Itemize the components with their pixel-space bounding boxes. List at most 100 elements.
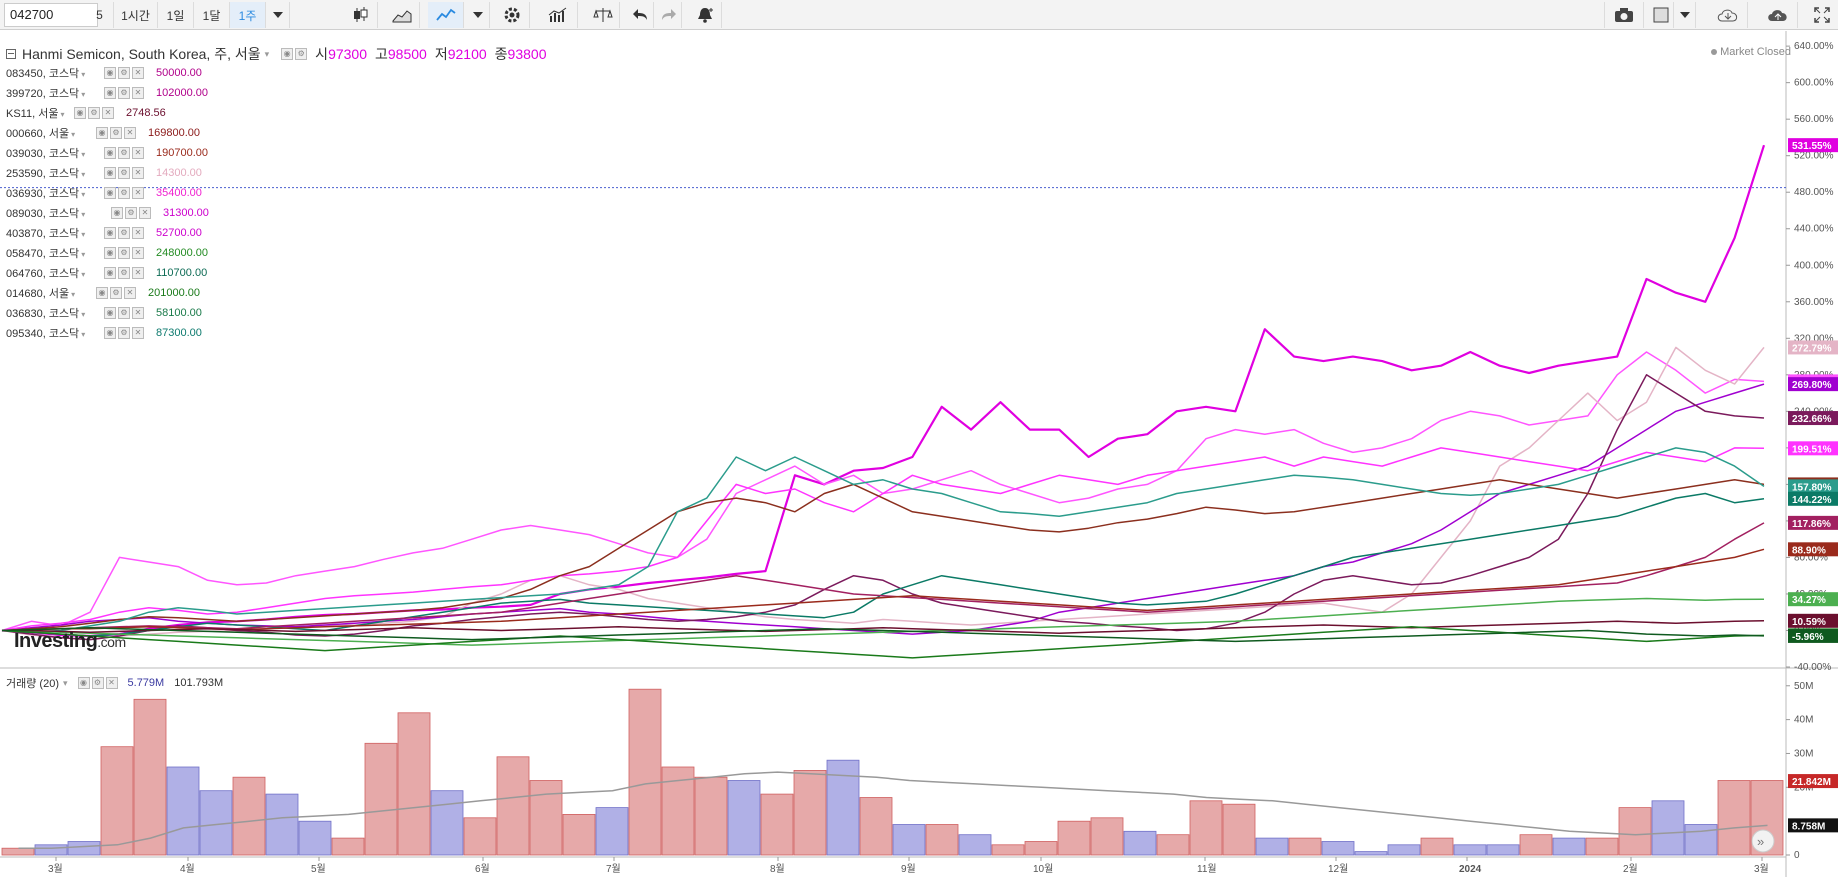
compare-legend-row[interactable]: 036830, 코스닥 ▾ ◉ ⚙ ✕ 58100.00 xyxy=(6,305,202,321)
settings-icon[interactable]: ⚙ xyxy=(118,227,130,239)
close-icon[interactable]: ✕ xyxy=(132,67,144,79)
settings-icon[interactable]: ⚙ xyxy=(91,677,104,689)
close-icon[interactable]: ✕ xyxy=(105,677,118,689)
visibility-icon[interactable]: ◉ xyxy=(96,287,108,299)
close-icon[interactable]: ✕ xyxy=(124,287,136,299)
interval-1h-button[interactable]: 1시간 xyxy=(114,2,158,28)
close-icon[interactable]: ✕ xyxy=(132,187,144,199)
settings-icon[interactable]: ⚙ xyxy=(110,127,122,139)
compare-dropdown-icon[interactable]: ▾ xyxy=(81,150,86,159)
redo-icon[interactable] xyxy=(654,2,682,28)
interval-1d-button[interactable]: 1일 xyxy=(158,2,194,28)
settings-icon[interactable]: ⚙ xyxy=(118,327,130,339)
compare-dropdown-icon[interactable]: ▾ xyxy=(71,130,76,139)
compare-dropdown-icon[interactable]: ▾ xyxy=(81,90,86,99)
compare-dropdown-icon[interactable]: ▾ xyxy=(81,170,86,179)
settings-icon[interactable]: ⚙ xyxy=(118,167,130,179)
visibility-icon[interactable]: ◉ xyxy=(104,227,116,239)
fullscreen-icon[interactable] xyxy=(1806,2,1838,28)
symbol-search-input[interactable]: 042700 xyxy=(4,3,98,27)
visibility-icon[interactable]: ◉ xyxy=(104,147,116,159)
settings-icon[interactable]: ⚙ xyxy=(110,287,122,299)
settings-icon[interactable]: ⚙ xyxy=(118,87,130,99)
compare-legend-row[interactable]: 403870, 코스닥 ▾ ◉ ⚙ ✕ 52700.00 xyxy=(6,225,202,241)
settings-icon[interactable]: ⚙ xyxy=(118,247,130,259)
compare-dropdown-icon[interactable]: ▾ xyxy=(81,190,86,199)
interval-5-button[interactable]: 5 xyxy=(86,2,114,28)
collapse-legend-icon[interactable] xyxy=(6,49,16,59)
compare-scale-icon[interactable] xyxy=(586,2,620,28)
cloud-download-icon[interactable] xyxy=(1708,2,1748,28)
compare-dropdown-icon[interactable]: ▾ xyxy=(81,250,86,259)
close-icon[interactable]: ✕ xyxy=(132,167,144,179)
layout-dropdown-icon[interactable] xyxy=(1674,2,1696,28)
visibility-icon[interactable]: ◉ xyxy=(104,67,116,79)
settings-icon[interactable]: ⚙ xyxy=(295,48,308,60)
area-chart-icon[interactable] xyxy=(384,2,420,28)
camera-icon[interactable] xyxy=(1604,2,1644,28)
interval-1m-button[interactable]: 1달 xyxy=(194,2,230,28)
visibility-icon[interactable]: ◉ xyxy=(96,127,108,139)
compare-legend-row[interactable]: 058470, 코스닥 ▾ ◉ ⚙ ✕ 248000.00 xyxy=(6,245,208,261)
line-chart-icon[interactable] xyxy=(428,2,464,28)
indicators-icon[interactable] xyxy=(538,2,578,28)
main-series-dropdown-icon[interactable]: ▾ xyxy=(264,48,270,59)
compare-legend-row[interactable]: 089030, 코스닥 ▾ ◉ ⚙ ✕ 31300.00 xyxy=(6,205,209,221)
compare-dropdown-icon[interactable]: ▾ xyxy=(60,110,65,119)
interval-1w-button[interactable]: 1주 xyxy=(230,2,266,28)
candlestick-icon[interactable] xyxy=(342,2,378,28)
close-icon[interactable]: ✕ xyxy=(132,307,144,319)
compare-dropdown-icon[interactable]: ▾ xyxy=(81,330,86,339)
settings-icon[interactable]: ⚙ xyxy=(118,267,130,279)
compare-legend-row[interactable]: 064760, 코스닥 ▾ ◉ ⚙ ✕ 110700.00 xyxy=(6,265,207,281)
compare-legend-row[interactable]: 253590, 코스닥 ▾ ◉ ⚙ ✕ 14300.00 xyxy=(6,165,202,181)
close-icon[interactable]: ✕ xyxy=(132,87,144,99)
visibility-icon[interactable]: ◉ xyxy=(77,677,90,689)
compare-legend-row[interactable]: 083450, 코스닥 ▾ ◉ ⚙ ✕ 50000.00 xyxy=(6,65,202,81)
alert-bell-icon[interactable] xyxy=(688,2,722,28)
layout-square-icon[interactable] xyxy=(1648,2,1674,28)
visibility-icon[interactable]: ◉ xyxy=(104,327,116,339)
visibility-icon[interactable]: ◉ xyxy=(104,167,116,179)
compare-legend-row[interactable]: 039030, 코스닥 ▾ ◉ ⚙ ✕ 190700.00 xyxy=(6,145,208,161)
visibility-icon[interactable]: ◉ xyxy=(104,87,116,99)
chart-area[interactable]: 640.00% 600.00% 560.00% 520.00% 480.00% 440.0… xyxy=(0,31,1838,878)
settings-icon[interactable]: ⚙ xyxy=(118,67,130,79)
compare-dropdown-icon[interactable]: ▾ xyxy=(81,70,86,79)
settings-icon[interactable]: ⚙ xyxy=(118,307,130,319)
close-icon[interactable]: ✕ xyxy=(132,247,144,259)
visibility-icon[interactable]: ◉ xyxy=(104,267,116,279)
chart-type-dropdown-icon[interactable] xyxy=(466,2,490,28)
visibility-icon[interactable]: ◉ xyxy=(104,247,116,259)
settings-icon[interactable]: ⚙ xyxy=(118,147,130,159)
visibility-icon[interactable]: ◉ xyxy=(111,207,123,219)
visibility-icon[interactable]: ◉ xyxy=(104,187,116,199)
visibility-icon[interactable]: ◉ xyxy=(281,48,294,60)
compare-legend-row[interactable]: 014680, 서울 ▾ ◉ ⚙ ✕ 201000.00 xyxy=(6,285,200,301)
settings-icon[interactable]: ⚙ xyxy=(125,207,137,219)
settings-icon[interactable]: ⚙ xyxy=(118,187,130,199)
cloud-upload-icon[interactable] xyxy=(1758,2,1798,28)
compare-dropdown-icon[interactable]: ▾ xyxy=(81,210,86,219)
visibility-icon[interactable]: ◉ xyxy=(104,307,116,319)
compare-dropdown-icon[interactable]: ▾ xyxy=(71,290,76,299)
compare-legend-row[interactable]: 036930, 코스닥 ▾ ◉ ⚙ ✕ 35400.00 xyxy=(6,185,202,201)
settings-icon[interactable]: ⚙ xyxy=(88,107,100,119)
close-icon[interactable]: ✕ xyxy=(132,267,144,279)
compare-dropdown-icon[interactable]: ▾ xyxy=(81,310,86,319)
compare-legend-row[interactable]: 000660, 서울 ▾ ◉ ⚙ ✕ 169800.00 xyxy=(6,125,200,141)
undo-icon[interactable] xyxy=(628,2,654,28)
compare-legend-row[interactable]: KS11, 서울 ▾ ◉ ⚙ ✕ 2748.56 xyxy=(6,105,166,121)
close-icon[interactable]: ✕ xyxy=(132,327,144,339)
settings-gear-icon[interactable] xyxy=(494,2,530,28)
close-icon[interactable]: ✕ xyxy=(132,147,144,159)
close-icon[interactable]: ✕ xyxy=(132,227,144,239)
scroll-forward-icon[interactable] xyxy=(1751,829,1775,853)
compare-legend-row[interactable]: 095340, 코스닥 ▾ ◉ ⚙ ✕ 87300.00 xyxy=(6,325,202,341)
interval-dropdown-icon[interactable] xyxy=(266,2,290,28)
volume-dropdown-icon[interactable]: ▾ xyxy=(62,677,68,688)
compare-legend-row[interactable]: 399720, 코스닥 ▾ ◉ ⚙ ✕ 102000.00 xyxy=(6,85,208,101)
close-icon[interactable]: ✕ xyxy=(124,127,136,139)
compare-dropdown-icon[interactable]: ▾ xyxy=(81,270,86,279)
close-icon[interactable]: ✕ xyxy=(102,107,114,119)
